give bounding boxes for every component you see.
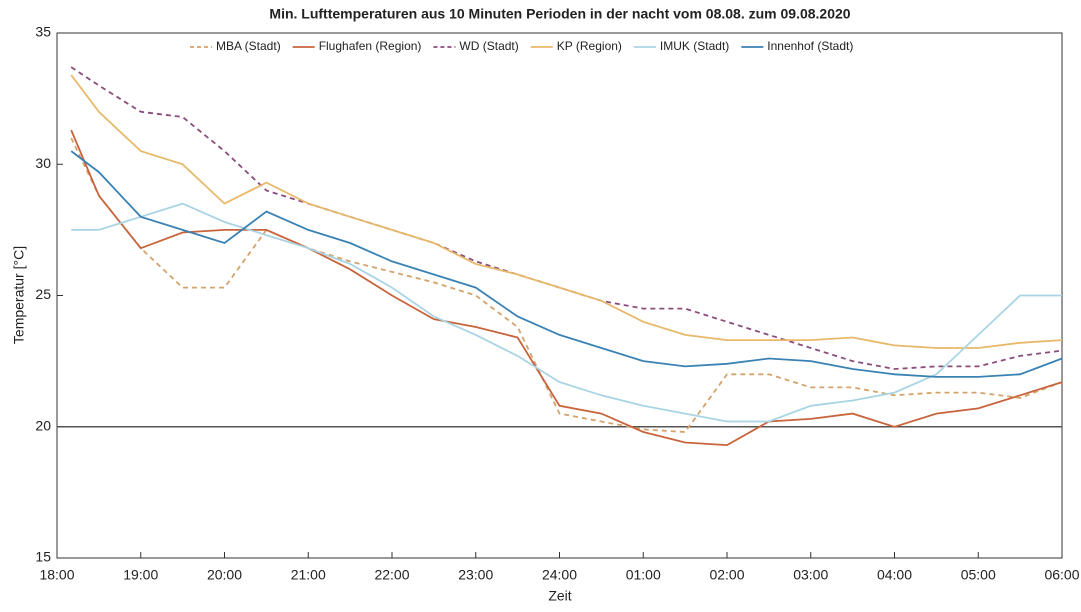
y-axis-label: Temperatur [°C] — [11, 246, 27, 344]
x-tick-label: 01:00 — [626, 567, 661, 583]
legend-label: Flughafen (Region) — [319, 39, 422, 53]
x-tick-label: 21:00 — [291, 567, 326, 583]
x-tick-label: 22:00 — [374, 567, 409, 583]
legend-label: KP (Region) — [557, 39, 622, 53]
x-tick-label: 03:00 — [793, 567, 828, 583]
series-line — [71, 202, 1062, 423]
legend-label: IMUK (Stadt) — [660, 39, 729, 53]
x-tick-label: 06:00 — [1044, 567, 1079, 583]
x-tick-label: 04:00 — [877, 567, 912, 583]
x-tick-label: 02:00 — [709, 567, 744, 583]
x-axis-label: Zeit — [548, 588, 571, 604]
y-tick-label: 15 — [35, 549, 51, 565]
series-line — [70, 129, 1063, 447]
chart-title: Min. Lufttemperaturen aus 10 Minuten Per… — [269, 6, 850, 22]
series-line — [70, 150, 1063, 378]
series-line — [70, 74, 1063, 349]
x-tick-label: 24:00 — [542, 567, 577, 583]
y-tick-label: 35 — [35, 24, 51, 40]
legend-label: MBA (Stadt) — [216, 39, 281, 53]
legend-label: WD (Stadt) — [459, 39, 518, 53]
y-tick-label: 25 — [35, 286, 51, 302]
series-line — [70, 66, 1063, 370]
x-tick-label: 05:00 — [961, 567, 996, 583]
x-tick-label: 19:00 — [123, 567, 158, 583]
series-line — [70, 137, 1063, 433]
y-tick-label: 30 — [35, 155, 51, 171]
plot-frame — [56, 32, 1063, 559]
legend-label: Innenhof (Stadt) — [767, 39, 853, 53]
x-tick-label: 23:00 — [458, 567, 493, 583]
x-tick-label: 18:00 — [39, 567, 74, 583]
x-tick-label: 20:00 — [207, 567, 242, 583]
y-tick-label: 20 — [35, 417, 51, 433]
